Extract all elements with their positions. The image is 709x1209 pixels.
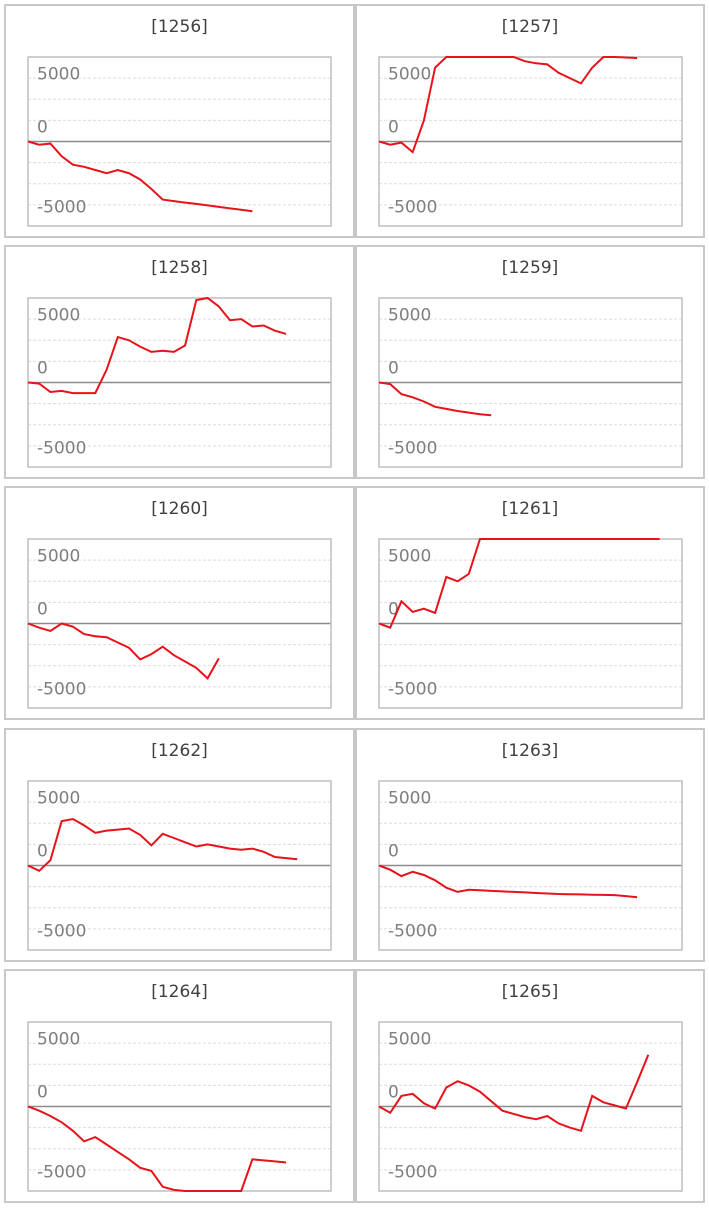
y-tick-label: 5000 <box>37 306 80 326</box>
y-tick-label: 5000 <box>388 306 431 326</box>
chart-title: [1261] <box>502 499 559 519</box>
panel-border <box>4 969 355 1203</box>
chart-panel: [1257] 5000 0 -5000 <box>355 4 705 238</box>
panel-border <box>355 245 705 479</box>
y-tick-label: 0 <box>37 842 48 862</box>
panel-border <box>4 4 355 238</box>
panel-border <box>355 4 705 238</box>
panel-border <box>355 486 705 720</box>
y-tick-label: -5000 <box>37 197 86 217</box>
chart-panel: [1264] 5000 0 -5000 <box>4 969 355 1203</box>
line-series <box>27 1105 287 1192</box>
y-tick-label: 5000 <box>388 1030 431 1050</box>
y-tick-label: -5000 <box>37 679 86 699</box>
y-tick-label: -5000 <box>388 438 437 458</box>
y-tick-label: 5000 <box>388 65 431 85</box>
chart-title: [1258] <box>151 258 208 278</box>
chart-title: [1259] <box>502 258 559 278</box>
line-series <box>378 1054 650 1133</box>
y-tick-label: 0 <box>37 600 48 620</box>
y-tick-label: 0 <box>388 359 399 379</box>
chart-panel: [1258] 5000 0 -5000 <box>4 245 355 479</box>
line-series <box>27 817 298 872</box>
chart-title: [1260] <box>151 499 208 519</box>
line-series <box>378 538 660 629</box>
panel-border <box>355 969 705 1203</box>
line-series <box>27 140 253 213</box>
y-tick-label: -5000 <box>388 1162 437 1182</box>
y-tick-label: -5000 <box>388 679 437 699</box>
y-tick-label: 0 <box>37 359 48 379</box>
panel-border <box>4 486 355 720</box>
panel-border <box>4 728 355 962</box>
chart-title: [1257] <box>502 17 559 37</box>
chart-panel: [1265] 5000 0 -5000 <box>355 969 705 1203</box>
y-tick-label: -5000 <box>37 438 86 458</box>
chart-title: [1265] <box>502 982 559 1002</box>
y-tick-label: 5000 <box>388 789 431 809</box>
line-series <box>378 864 638 899</box>
y-tick-label: 0 <box>388 600 399 620</box>
y-tick-label: -5000 <box>388 197 437 217</box>
y-tick-label: 5000 <box>37 547 80 567</box>
chart-panel: [1262] 5000 0 -5000 <box>4 728 355 962</box>
chart-title: [1256] <box>151 17 208 37</box>
y-tick-label: 0 <box>388 1083 399 1103</box>
y-tick-label: 5000 <box>37 65 80 85</box>
y-tick-label: 0 <box>37 1083 48 1103</box>
y-tick-label: 0 <box>37 118 48 138</box>
chart-panel: [1261] 5000 0 -5000 <box>355 486 705 720</box>
y-tick-label: 5000 <box>37 789 80 809</box>
line-series <box>378 56 638 154</box>
y-tick-label: -5000 <box>388 921 437 941</box>
chart-panel: [1260] 5000 0 -5000 <box>4 486 355 720</box>
chart-panel: [1256] 5000 0 -5000 <box>4 4 355 238</box>
chart-panel: [1263] 5000 0 -5000 <box>355 728 705 962</box>
chart-title: [1264] <box>151 982 208 1002</box>
y-tick-label: -5000 <box>37 1162 86 1182</box>
chart-panel: [1259] 5000 0 -5000 <box>355 245 705 479</box>
line-series <box>378 381 492 417</box>
y-tick-label: 5000 <box>37 1030 80 1050</box>
panel-border <box>4 245 355 479</box>
panel-border <box>355 728 705 962</box>
y-tick-label: 5000 <box>388 547 431 567</box>
y-tick-label: 0 <box>388 118 399 138</box>
y-tick-label: 0 <box>388 842 399 862</box>
line-series <box>27 622 220 680</box>
chart-title: [1263] <box>502 741 559 761</box>
y-tick-label: -5000 <box>37 921 86 941</box>
chart-title: [1262] <box>151 741 208 761</box>
line-series <box>27 296 287 395</box>
